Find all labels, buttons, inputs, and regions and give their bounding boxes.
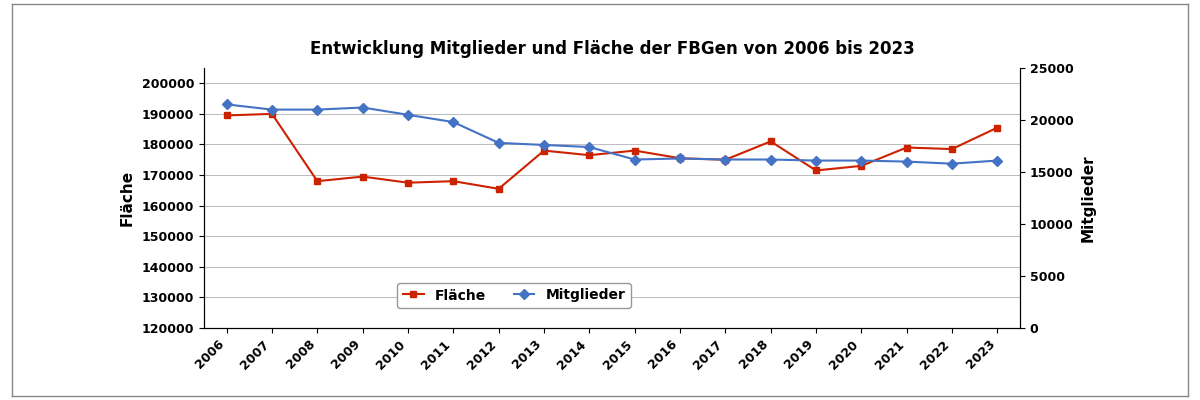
Mitglieder: [628, 157, 642, 162]
Mitglieder: [673, 156, 688, 161]
Mitglieder: [763, 157, 778, 162]
Line: Fläche: Fläche: [223, 110, 1001, 192]
Fläche: [854, 164, 869, 168]
Fläche: [310, 179, 324, 184]
Mitglieder: [220, 102, 234, 107]
Fläche: [355, 174, 370, 179]
Fläche: [763, 139, 778, 144]
Legend: Fläche, Mitglieder: Fläche, Mitglieder: [397, 283, 631, 308]
Mitglieder: [582, 145, 596, 150]
Mitglieder: [265, 107, 280, 112]
Fläche: [990, 125, 1004, 130]
Fläche: [900, 145, 914, 150]
Mitglieder: [355, 105, 370, 110]
Mitglieder: [718, 157, 732, 162]
Fläche: [401, 180, 415, 185]
Fläche: [536, 148, 551, 153]
Mitglieder: [900, 159, 914, 164]
Mitglieder: [944, 161, 959, 166]
Mitglieder: [809, 158, 823, 163]
Mitglieder: [492, 140, 506, 145]
Y-axis label: Fläche: Fläche: [120, 170, 134, 226]
Line: Mitglieder: Mitglieder: [223, 101, 1001, 167]
Fläche: [492, 186, 506, 191]
Fläche: [220, 113, 234, 118]
Fläche: [582, 153, 596, 158]
Mitglieder: [446, 120, 461, 124]
Fläche: [718, 157, 732, 162]
Mitglieder: [401, 112, 415, 117]
Mitglieder: [854, 158, 869, 163]
Y-axis label: Mitglieder: Mitglieder: [1080, 154, 1096, 242]
Mitglieder: [536, 142, 551, 147]
Fläche: [809, 168, 823, 173]
Fläche: [673, 156, 688, 161]
Title: Entwicklung Mitglieder und Fläche der FBGen von 2006 bis 2023: Entwicklung Mitglieder und Fläche der FB…: [310, 40, 914, 58]
Fläche: [446, 179, 461, 184]
Mitglieder: [310, 107, 324, 112]
Mitglieder: [990, 158, 1004, 163]
Fläche: [628, 148, 642, 153]
Fläche: [944, 147, 959, 152]
Fläche: [265, 112, 280, 116]
